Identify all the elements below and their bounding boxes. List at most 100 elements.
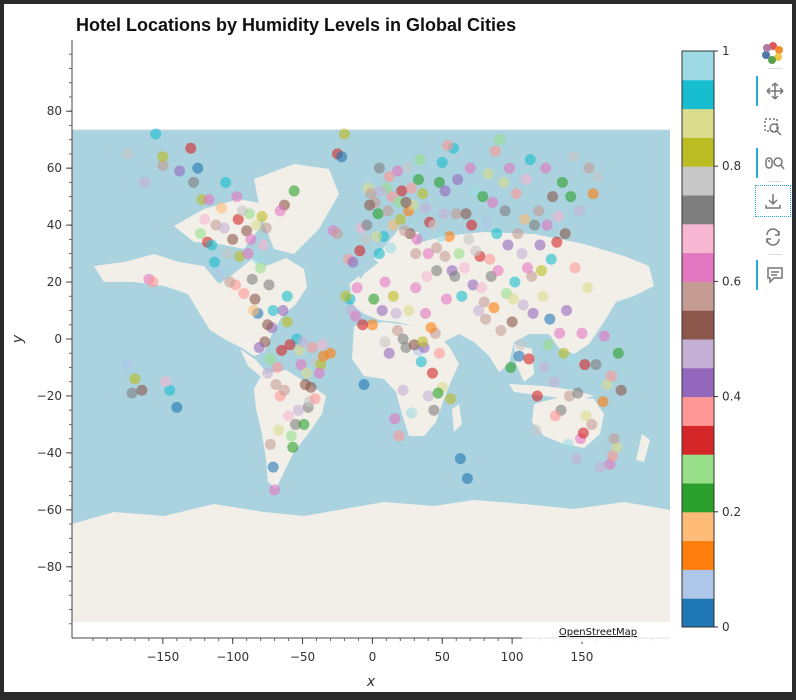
hotel-point[interactable]	[373, 162, 385, 174]
hotel-point[interactable]	[238, 287, 250, 299]
hotel-point[interactable]	[428, 404, 440, 416]
hotel-point[interactable]	[503, 162, 515, 174]
hotel-point[interactable]	[415, 356, 427, 368]
hotel-point[interactable]	[160, 376, 172, 388]
hotel-point[interactable]	[164, 384, 176, 396]
hotel-point[interactable]	[358, 379, 370, 391]
hotel-point[interactable]	[433, 347, 445, 359]
hotel-point[interactable]	[556, 176, 568, 188]
hotel-point[interactable]	[545, 253, 557, 265]
hotel-point[interactable]	[324, 347, 336, 359]
reset-icon[interactable]	[756, 222, 790, 252]
hotel-point[interactable]	[422, 248, 434, 260]
hotel-point[interactable]	[278, 384, 290, 396]
hotel-point[interactable]	[306, 342, 318, 354]
hotel-point[interactable]	[573, 205, 585, 217]
hotel-point[interactable]	[562, 438, 574, 450]
hotel-point[interactable]	[463, 233, 475, 245]
hotel-point[interactable]	[364, 199, 376, 211]
hotel-point[interactable]	[554, 327, 566, 339]
hotel-point[interactable]	[452, 174, 464, 186]
hotel-point[interactable]	[569, 262, 581, 274]
hotel-point[interactable]	[580, 410, 592, 422]
hotel-point[interactable]	[284, 339, 296, 351]
hotel-point[interactable]	[508, 293, 520, 305]
hotel-point[interactable]	[129, 373, 141, 385]
hotel-point[interactable]	[460, 208, 472, 220]
hotel-point[interactable]	[537, 290, 549, 302]
hotel-point[interactable]	[484, 253, 496, 265]
hotel-points[interactable]	[120, 128, 627, 496]
hotel-point[interactable]	[122, 148, 134, 160]
hotel-point[interactable]	[264, 438, 276, 450]
hotel-point[interactable]	[428, 219, 440, 231]
hotel-point[interactable]	[359, 233, 371, 245]
hotel-point[interactable]	[126, 387, 138, 399]
hotel-point[interactable]	[401, 162, 413, 174]
hotel-point[interactable]	[482, 168, 494, 180]
hotel-point[interactable]	[431, 242, 443, 254]
hotel-point[interactable]	[489, 145, 501, 157]
hotel-point[interactable]	[601, 379, 613, 391]
box-zoom-icon[interactable]	[756, 112, 790, 142]
hotel-point[interactable]	[572, 387, 584, 399]
hotel-point[interactable]	[579, 359, 591, 371]
hotel-point[interactable]	[368, 293, 380, 305]
hotel-point[interactable]	[538, 361, 550, 373]
hotel-point[interactable]	[245, 233, 257, 245]
hotel-point[interactable]	[331, 228, 343, 240]
hotel-point[interactable]	[301, 367, 313, 379]
hotel-point[interactable]	[467, 279, 479, 291]
hotel-point[interactable]	[277, 305, 289, 317]
hotel-point[interactable]	[515, 339, 526, 351]
hotel-point[interactable]	[459, 262, 471, 274]
hotel-point[interactable]	[464, 162, 476, 174]
hotel-point[interactable]	[350, 310, 362, 322]
hotel-point[interactable]	[530, 424, 542, 436]
hotel-point[interactable]	[528, 219, 540, 231]
hotel-point[interactable]	[604, 458, 616, 470]
hotel-point[interactable]	[439, 185, 451, 197]
hotel-point[interactable]	[408, 339, 420, 351]
hotel-point[interactable]	[262, 319, 274, 331]
hotel-point[interactable]	[270, 379, 282, 391]
wheel-zoom-icon[interactable]	[756, 148, 792, 178]
hotel-point[interactable]	[450, 208, 462, 220]
hotel-point[interactable]	[468, 185, 480, 197]
hotel-point[interactable]	[481, 216, 493, 228]
hotel-point[interactable]	[478, 296, 490, 308]
hotel-point[interactable]	[422, 390, 434, 402]
hotel-point[interactable]	[392, 165, 404, 177]
hotel-point[interactable]	[375, 185, 387, 197]
hotel-point[interactable]	[549, 410, 561, 422]
hotel-point[interactable]	[495, 324, 507, 336]
hotel-point[interactable]	[445, 393, 457, 405]
hotel-point[interactable]	[305, 381, 317, 393]
hotel-point[interactable]	[453, 248, 465, 260]
hotel-point[interactable]	[203, 193, 215, 205]
hotel-point[interactable]	[566, 353, 578, 365]
bokeh-logo-icon[interactable]	[756, 38, 790, 68]
hotel-point[interactable]	[531, 390, 543, 402]
hotel-point[interactable]	[466, 219, 478, 231]
hotel-point[interactable]	[283, 410, 295, 422]
hotel-point[interactable]	[410, 282, 422, 294]
hover-icon[interactable]	[756, 260, 792, 290]
hotel-point[interactable]	[406, 182, 418, 194]
hotel-point[interactable]	[510, 188, 522, 200]
hotel-point[interactable]	[248, 305, 260, 317]
hotel-point[interactable]	[570, 453, 582, 465]
hotel-point[interactable]	[366, 319, 378, 331]
hotel-point[interactable]	[379, 276, 391, 288]
hotel-point[interactable]	[157, 159, 169, 171]
hotel-point[interactable]	[157, 151, 169, 163]
hotel-point[interactable]	[255, 262, 267, 274]
hotel-point[interactable]	[435, 230, 447, 242]
hotel-point[interactable]	[417, 188, 429, 200]
hotel-point[interactable]	[568, 151, 580, 163]
hotel-point[interactable]	[552, 211, 564, 223]
hotel-point[interactable]	[371, 230, 383, 242]
hotel-point[interactable]	[605, 370, 617, 382]
hotel-point[interactable]	[400, 196, 412, 208]
hotel-point[interactable]	[171, 401, 183, 413]
